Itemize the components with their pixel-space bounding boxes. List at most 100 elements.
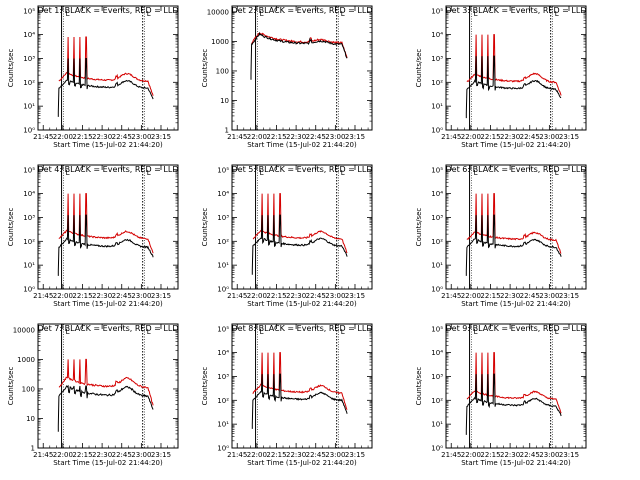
- y-tick-label: 100: [216, 67, 229, 75]
- x-tick-label: 21:45: [33, 133, 53, 141]
- time-marker-label: L: [260, 169, 264, 177]
- y-axis-label: Counts/sec: [7, 367, 15, 406]
- x-tick-label: 23:15: [559, 133, 579, 141]
- y-tick-label: 10²: [23, 79, 35, 87]
- x-tick-label: 21:45: [227, 133, 247, 141]
- y-tick-label: 10⁰: [431, 286, 443, 294]
- series-lld-line: [251, 32, 348, 59]
- x-axis-label: Start Time (15-Jul-02 21:44:20): [53, 300, 163, 308]
- time-marker-label: L: [555, 10, 559, 18]
- x-tick-label: 23:15: [151, 133, 171, 141]
- x-tick-label: 22:30: [500, 292, 520, 300]
- x-tick-label: 22:00: [247, 292, 267, 300]
- x-tick-label: 23:15: [345, 451, 365, 459]
- panel-title: Det 9: BLACK = Events, RED = LLD: [446, 324, 587, 333]
- y-tick-label: 10⁵: [23, 7, 35, 15]
- time-marker-label: L: [474, 10, 478, 18]
- y-tick-label: 10¹: [431, 421, 443, 429]
- x-tick-label: 22:00: [461, 451, 481, 459]
- time-marker-label: L: [341, 328, 345, 336]
- x-tick-label: 22:15: [480, 451, 500, 459]
- x-tick-label: 22:30: [92, 451, 112, 459]
- time-marker-label: L: [555, 328, 559, 336]
- x-tick-label: 22:15: [72, 133, 92, 141]
- x-tick-label: 22:00: [247, 133, 267, 141]
- y-tick-label: 10¹: [431, 262, 443, 270]
- series-events-line: [57, 58, 154, 117]
- x-tick-label: 23:00: [325, 451, 345, 459]
- x-tick-label: 22:15: [266, 451, 286, 459]
- x-tick-label: 22:30: [92, 133, 112, 141]
- y-tick-label: 10⁵: [431, 166, 443, 174]
- y-tick-label: 10³: [217, 373, 229, 381]
- panel-title: Det 7: BLACK = Events, RED = LLD: [38, 324, 179, 333]
- y-tick-label: 10²: [431, 238, 443, 246]
- x-tick-label: 23:00: [539, 133, 559, 141]
- x-tick-label: 22:00: [461, 292, 481, 300]
- y-tick-label: 10⁰: [431, 445, 443, 453]
- y-tick-label: 10¹: [431, 103, 443, 111]
- y-tick-label: 10⁵: [217, 166, 229, 174]
- panel-det-8: Det 8: BLACK = Events, RED = LLD10⁰10¹10…: [201, 323, 373, 467]
- plot-frame: [37, 164, 179, 290]
- panel-det-9: Det 9: BLACK = Events, RED = LLD 10⁰ 10¹ 10…: [415, 323, 587, 467]
- plot-frame: [231, 323, 373, 449]
- time-marker-label: L: [260, 328, 264, 336]
- panel-det-5: Det 5: BLACK = Events, RED = LLD10⁰10¹10…: [201, 164, 373, 308]
- x-tick-label: 23:15: [151, 451, 171, 459]
- y-tick-label: 10⁵: [217, 325, 229, 333]
- x-tick-label: 23:00: [131, 292, 151, 300]
- plot-frame: [37, 5, 179, 131]
- y-tick-label: 10⁴: [23, 190, 35, 198]
- x-tick-label: 21:45: [33, 451, 53, 459]
- y-tick-label: 1: [31, 445, 35, 453]
- y-tick-label: 10²: [217, 238, 229, 246]
- plot-frame: [231, 164, 373, 290]
- x-tick-label: 23:00: [131, 133, 151, 141]
- y-tick-label: 10⁰: [23, 127, 35, 135]
- plot-frame: [445, 5, 587, 131]
- time-marker-label: L: [66, 328, 70, 336]
- x-tick-label: 21:45: [227, 451, 247, 459]
- panel-title: Det 5: BLACK = Events, RED = LLD: [232, 165, 373, 174]
- x-tick-label: 22:00: [461, 133, 481, 141]
- x-tick-label: 22:30: [500, 133, 520, 141]
- y-tick-label: 10¹: [217, 262, 229, 270]
- y-tick-label: 10³: [431, 55, 443, 63]
- y-axis-label: Counts/sec: [415, 208, 423, 247]
- time-marker-label: L: [341, 169, 345, 177]
- y-tick-label: 10⁵: [431, 7, 443, 15]
- series-lld-line: [252, 352, 348, 410]
- plot-frame: [231, 5, 373, 131]
- x-tick-label: 21:45: [227, 292, 247, 300]
- x-tick-label: 22:30: [92, 292, 112, 300]
- x-tick-label: 22:30: [286, 451, 306, 459]
- y-tick-label: 10¹: [23, 262, 35, 270]
- x-tick-label: 21:45: [441, 451, 461, 459]
- x-tick-label: 22:15: [72, 292, 92, 300]
- series-events-line: [465, 373, 562, 435]
- x-tick-label: 22:45: [520, 133, 540, 141]
- y-tick-label: 10²: [23, 238, 35, 246]
- panel-det-1: Det 1: BLACK = Events, RED = LLD10⁰10¹10…: [7, 5, 179, 149]
- x-tick-label: 23:15: [151, 292, 171, 300]
- y-tick-label: 100: [22, 385, 35, 393]
- x-axis-label: Start Time (15-Jul-02 21:44:20): [461, 300, 571, 308]
- panel-title: Det 6: BLACK = Events, RED = LLD: [446, 165, 587, 174]
- x-tick-label: 22:30: [500, 451, 520, 459]
- series-events-line: [57, 214, 154, 276]
- plot-frame: [445, 323, 587, 449]
- y-tick-label: 10¹: [23, 103, 35, 111]
- time-marker-label: L: [260, 10, 264, 18]
- time-marker-label: L: [474, 169, 478, 177]
- y-tick-label: 10²: [431, 79, 443, 87]
- x-tick-label: 23:00: [325, 133, 345, 141]
- y-tick-label: 1000: [17, 356, 35, 364]
- y-tick-label: 10000: [207, 8, 229, 16]
- plot-frame: [445, 164, 587, 290]
- x-tick-label: 22:15: [266, 133, 286, 141]
- time-marker-label: L: [66, 10, 70, 18]
- y-tick-label: 10²: [431, 397, 443, 405]
- panel-det-6: Det 6: BLACK = Events, RED = LLD 10⁰ 10¹ 10…: [415, 164, 587, 308]
- x-tick-label: 22:30: [286, 292, 306, 300]
